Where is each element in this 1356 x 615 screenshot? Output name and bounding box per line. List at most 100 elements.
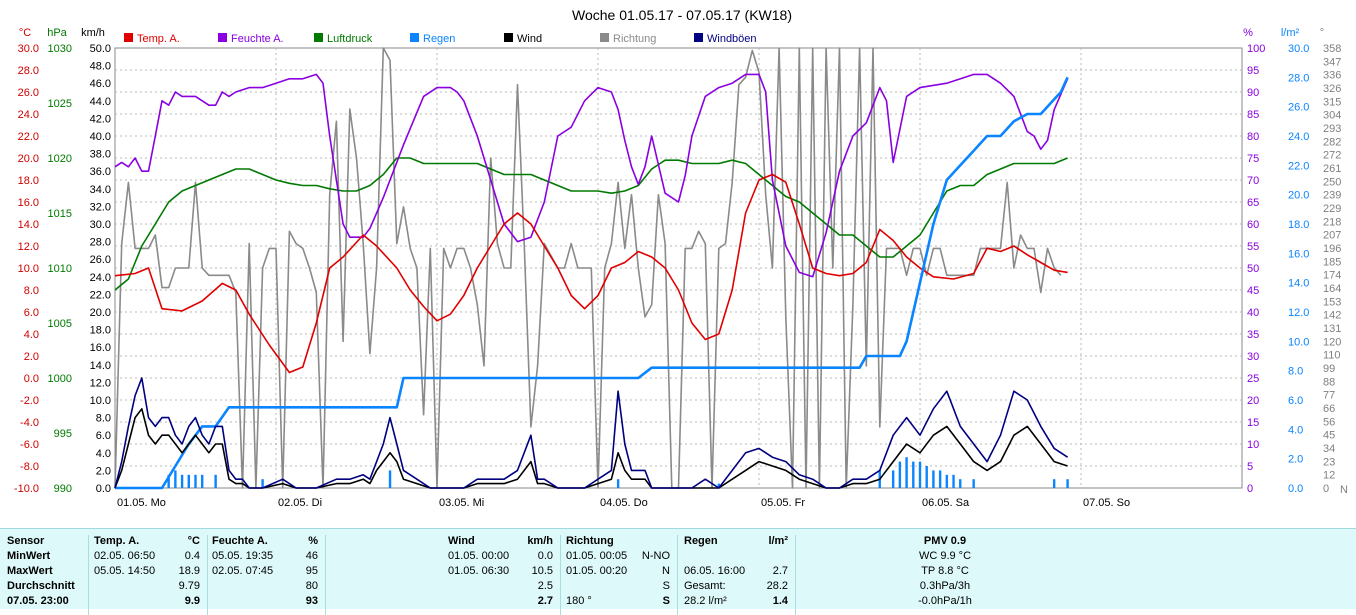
pmv-column: PMV 0.9 WC 9.9 °C TP 8.8 °C 0.3hPa/3h -0.0hP… — [880, 534, 1010, 609]
direction-tick-label: 153 — [1323, 296, 1341, 308]
humidity-value-column-header: % — [308, 535, 318, 547]
column-divider — [325, 535, 326, 615]
temp-tick-label: -10.0 — [14, 483, 39, 495]
wind-tick-label: 38.0 — [90, 149, 111, 161]
rain-bar — [261, 479, 264, 488]
rain-tick-label: 14.0 — [1288, 278, 1309, 290]
rain-tick-label: 8.0 — [1288, 366, 1303, 378]
wind-tick-label: 24.0 — [90, 272, 111, 284]
humidity-date-column-cell: 05.05. 19:35 — [212, 550, 274, 562]
pmv-cell: TP 8.8 °C — [921, 565, 969, 577]
direction-tick-label: 120 — [1323, 336, 1341, 348]
temp-tick-label: -6.0 — [20, 439, 39, 451]
direction-value-column-cell: S — [662, 580, 670, 592]
temp-tick-label: 28.0 — [18, 65, 39, 77]
humidity-date-column-cell: 02.05. 07:45 — [212, 565, 274, 577]
pressure-line — [114, 157, 1068, 291]
humidity-tick-label: 55 — [1247, 241, 1259, 253]
wind-value-column: km/h 0.0 10.5 2.5 2.7 — [503, 534, 553, 609]
humidity-tick-label: 85 — [1247, 109, 1259, 121]
column-divider — [795, 535, 796, 615]
rain-value-column-cell: 2.7 — [772, 565, 788, 577]
rain-bar — [898, 461, 902, 488]
legend-label: Luftdruck — [327, 33, 373, 45]
rain-tick-label: 22.0 — [1288, 160, 1309, 172]
column-divider — [560, 535, 561, 615]
rain-date-column-cell: 06.05. 16:00 — [684, 565, 746, 577]
legend-label: Feuchte A. — [231, 33, 284, 45]
rain-date-column: Regen 06.05. 16:00 Gesamt: 28.2 l/m² — [684, 534, 764, 609]
temp-value-column-cell: 18.9 — [178, 565, 200, 577]
rain-bar — [925, 466, 928, 488]
direction-tick-label: 164 — [1323, 283, 1341, 295]
wind-tick-label: 18.0 — [90, 325, 111, 337]
temp-tick-label: 0.0 — [24, 373, 39, 385]
sensor-column-header: Sensor — [7, 535, 45, 547]
direction-tick-label: 45 — [1323, 430, 1335, 442]
legend-label: Regen — [423, 33, 455, 45]
humidity-tick-label: 80 — [1247, 131, 1259, 143]
direction-tick-label: 293 — [1323, 123, 1341, 135]
wind-tick-label: 26.0 — [90, 254, 111, 266]
series-lines — [114, 47, 1069, 490]
humidity-date-column: Feuchte A. 05.05. 19:35 02.05. 07:45 — [212, 534, 292, 609]
rain-date-column-header: Regen — [684, 535, 718, 547]
rain-bar — [932, 470, 935, 488]
direction-date-column: Richtung 01.05. 00:05 01.05. 00:20 180 ° — [566, 534, 646, 609]
humidity-tick-label: 65 — [1247, 197, 1259, 209]
pressure-tick-label: 1010 — [48, 263, 72, 275]
wind-date-column-header: Wind — [448, 535, 475, 547]
rain-bar — [201, 474, 204, 488]
wind-tick-label: 34.0 — [90, 184, 111, 196]
temp-value-column-cell: 0.4 — [184, 550, 200, 562]
wind-tick-label: 46.0 — [90, 78, 111, 90]
legend: Temp. A. Feuchte A. Luftdruck Regen Wind Rich… — [124, 33, 757, 45]
direction-tick-label: 261 — [1323, 163, 1341, 175]
rain-bar — [616, 479, 620, 488]
direction-date-column-header: Richtung — [566, 535, 614, 547]
x-tick-label: 07.05. So — [1083, 497, 1130, 509]
wind-date-column: Wind 01.05. 00:00 01.05. 06:30 — [448, 534, 528, 609]
gusts-line — [114, 377, 1069, 489]
wind-tick-label: 48.0 — [90, 61, 111, 73]
axes: 30.0 28.0 26.0 24.0 22.0 20.0 18.0 16.0 14.0 12.0… — [14, 27, 1348, 509]
pressure-tick-label: 995 — [54, 428, 72, 440]
legend-label: Temp. A. — [137, 33, 180, 45]
pmv-cell: 0.3hPa/3h — [919, 580, 971, 592]
rain-tick-label: 10.0 — [1288, 336, 1309, 348]
rain-tick-label: 18.0 — [1288, 219, 1309, 231]
legend-swatch — [314, 33, 323, 42]
rain-tick-label: 4.0 — [1288, 424, 1303, 436]
rain-tick-label: 16.0 — [1288, 248, 1309, 260]
direction-tick-label: 131 — [1323, 323, 1341, 335]
humidity-tick-label: 5 — [1247, 461, 1253, 473]
legend-label: Windböen — [707, 33, 757, 45]
pmv-cell: -0.0hPa/1h — [918, 595, 972, 607]
wind-tick-label: 50.0 — [90, 43, 111, 55]
direction-tick-label: 315 — [1323, 96, 1341, 108]
humidity-tick-label: 50 — [1247, 263, 1259, 275]
pressure-tick-label: 990 — [54, 483, 72, 495]
humidity-tick-label: 10 — [1247, 439, 1259, 451]
rain-value-column-header: l/m² — [768, 535, 788, 547]
rain-tick-label: 20.0 — [1288, 190, 1309, 202]
sensor-column-cell: Durchschnitt — [7, 580, 75, 592]
temp-unit-label: °C — [19, 27, 31, 39]
sensor-column-cell: MinWert — [7, 550, 51, 562]
direction-tick-label: 304 — [1323, 110, 1341, 122]
wind-tick-label: 12.0 — [90, 377, 111, 389]
direction-tick-label: 99 — [1323, 363, 1335, 375]
legend-swatch — [600, 33, 609, 42]
pmv-header: PMV 0.9 — [923, 535, 967, 547]
humidity-tick-label: 40 — [1247, 307, 1259, 319]
legend-swatch — [410, 33, 419, 42]
legend-swatch — [694, 33, 703, 42]
direction-tick-label: 142 — [1323, 310, 1341, 322]
temp-tick-label: 12.0 — [18, 241, 39, 253]
temp-tick-label: 18.0 — [18, 175, 39, 187]
direction-tick-label: 12 — [1323, 470, 1335, 482]
temp-value-column-cell: 9.79 — [178, 580, 200, 592]
humidity-value-column-cell: 95 — [305, 565, 318, 577]
x-tick-label: 02.05. Di — [278, 497, 322, 509]
humidity-value-column-cell: 80 — [305, 580, 318, 592]
